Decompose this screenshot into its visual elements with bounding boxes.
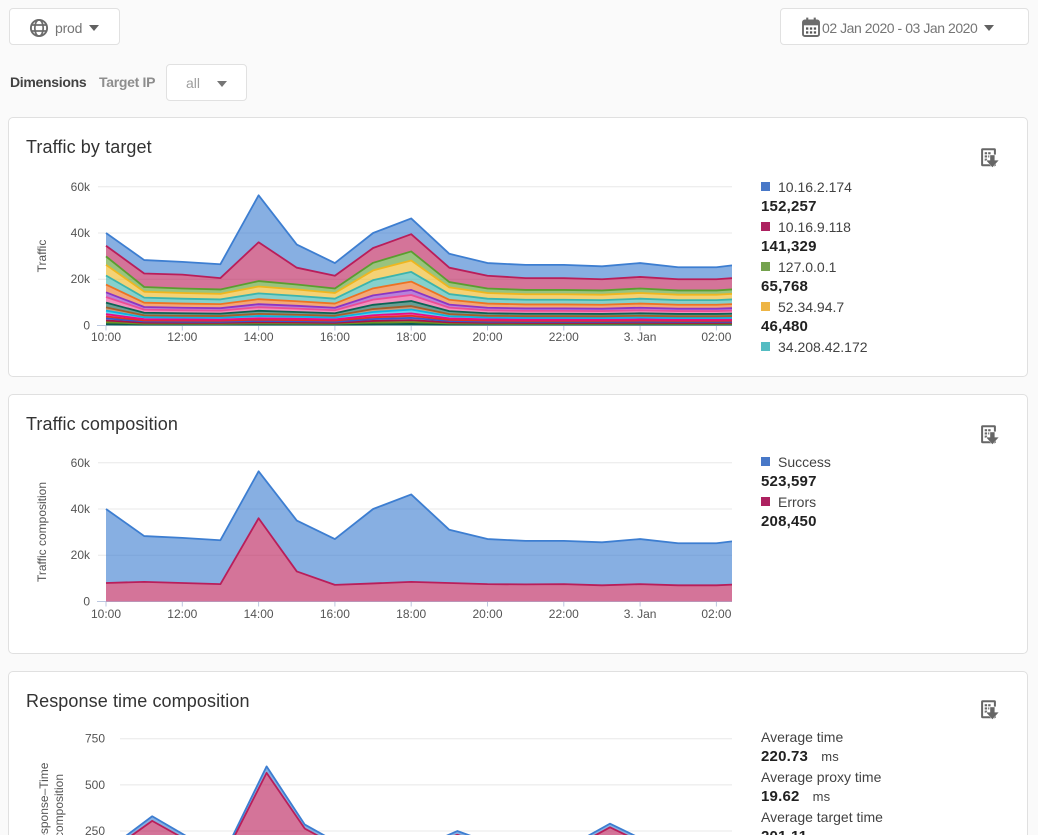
svg-text:20k: 20k <box>71 548 91 562</box>
svg-text:3. Jan: 3. Jan <box>624 607 657 621</box>
svg-text:40k: 40k <box>71 502 91 516</box>
svg-text:22:00: 22:00 <box>549 607 579 621</box>
svg-text:16:00: 16:00 <box>320 607 350 621</box>
svg-text:3. Jan: 3. Jan <box>624 330 657 344</box>
svg-text:500: 500 <box>85 778 105 792</box>
svg-text:18:00: 18:00 <box>396 330 426 344</box>
svg-text:0: 0 <box>83 595 90 609</box>
svg-text:14:00: 14:00 <box>244 607 274 621</box>
svg-text:60k: 60k <box>71 456 91 470</box>
svg-text:02:00: 02:00 <box>701 330 731 344</box>
svg-text:22:00: 22:00 <box>549 330 579 344</box>
svg-text:12:00: 12:00 <box>167 607 197 621</box>
svg-text:750: 750 <box>85 732 105 746</box>
svg-text:composition: composition <box>52 774 66 835</box>
svg-text:Traffic: Traffic <box>35 240 49 273</box>
svg-text:40k: 40k <box>71 226 91 240</box>
svg-text:20k: 20k <box>71 272 91 286</box>
svg-text:02:00: 02:00 <box>701 607 731 621</box>
svg-text:250: 250 <box>85 824 105 835</box>
svg-text:Traffic composition: Traffic composition <box>35 482 49 582</box>
svg-text:16:00: 16:00 <box>320 330 350 344</box>
svg-text:0: 0 <box>83 319 90 333</box>
svg-text:60k: 60k <box>71 180 91 194</box>
svg-text:18:00: 18:00 <box>396 607 426 621</box>
svg-text:12:00: 12:00 <box>167 330 197 344</box>
svg-text:14:00: 14:00 <box>244 330 274 344</box>
svg-text:10:00: 10:00 <box>91 607 121 621</box>
svg-text:20:00: 20:00 <box>472 607 502 621</box>
svg-text:20:00: 20:00 <box>472 330 502 344</box>
svg-text:Response–Time: Response–Time <box>37 762 51 835</box>
svg-text:10:00: 10:00 <box>91 330 121 344</box>
